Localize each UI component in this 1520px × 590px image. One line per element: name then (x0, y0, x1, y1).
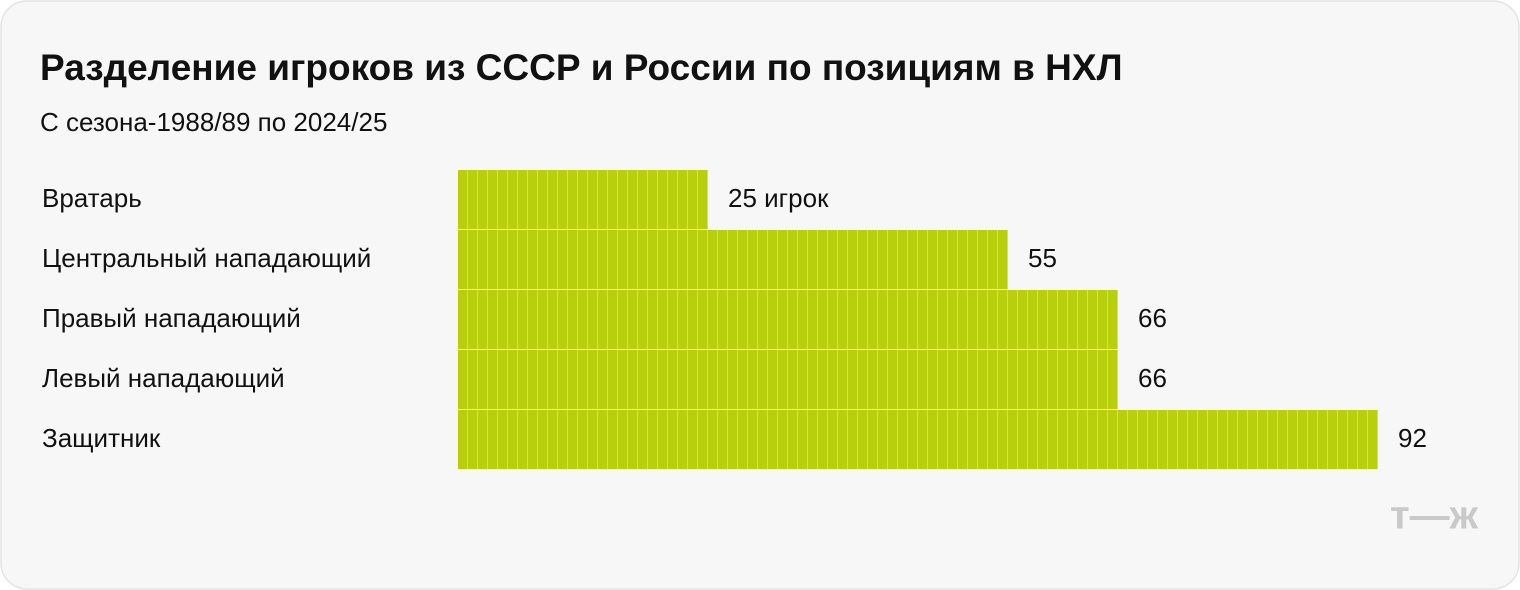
bar (458, 350, 1118, 409)
chart-title: Разделение игроков из СССР и России по п… (40, 47, 1123, 88)
bar (458, 290, 1118, 349)
logo: т—ж (1390, 494, 1479, 538)
category-label: Правый нападающий (42, 303, 301, 333)
value-label: 66 (1138, 363, 1167, 393)
category-label: Защитник (42, 423, 161, 453)
chart-subtitle: С сезона-1988/89 по 2024/25 (40, 107, 387, 137)
category-label: Вратарь (42, 183, 142, 213)
value-label: 92 (1398, 423, 1427, 453)
value-label: 66 (1138, 303, 1167, 333)
value-label: 25 игрок (728, 183, 829, 213)
category-label: Левый нападающий (42, 363, 285, 393)
bar (458, 410, 1378, 469)
bar (458, 170, 708, 229)
category-label: Центральный нападающий (42, 243, 371, 273)
value-label: 55 (1028, 243, 1057, 273)
bar (458, 230, 1008, 289)
